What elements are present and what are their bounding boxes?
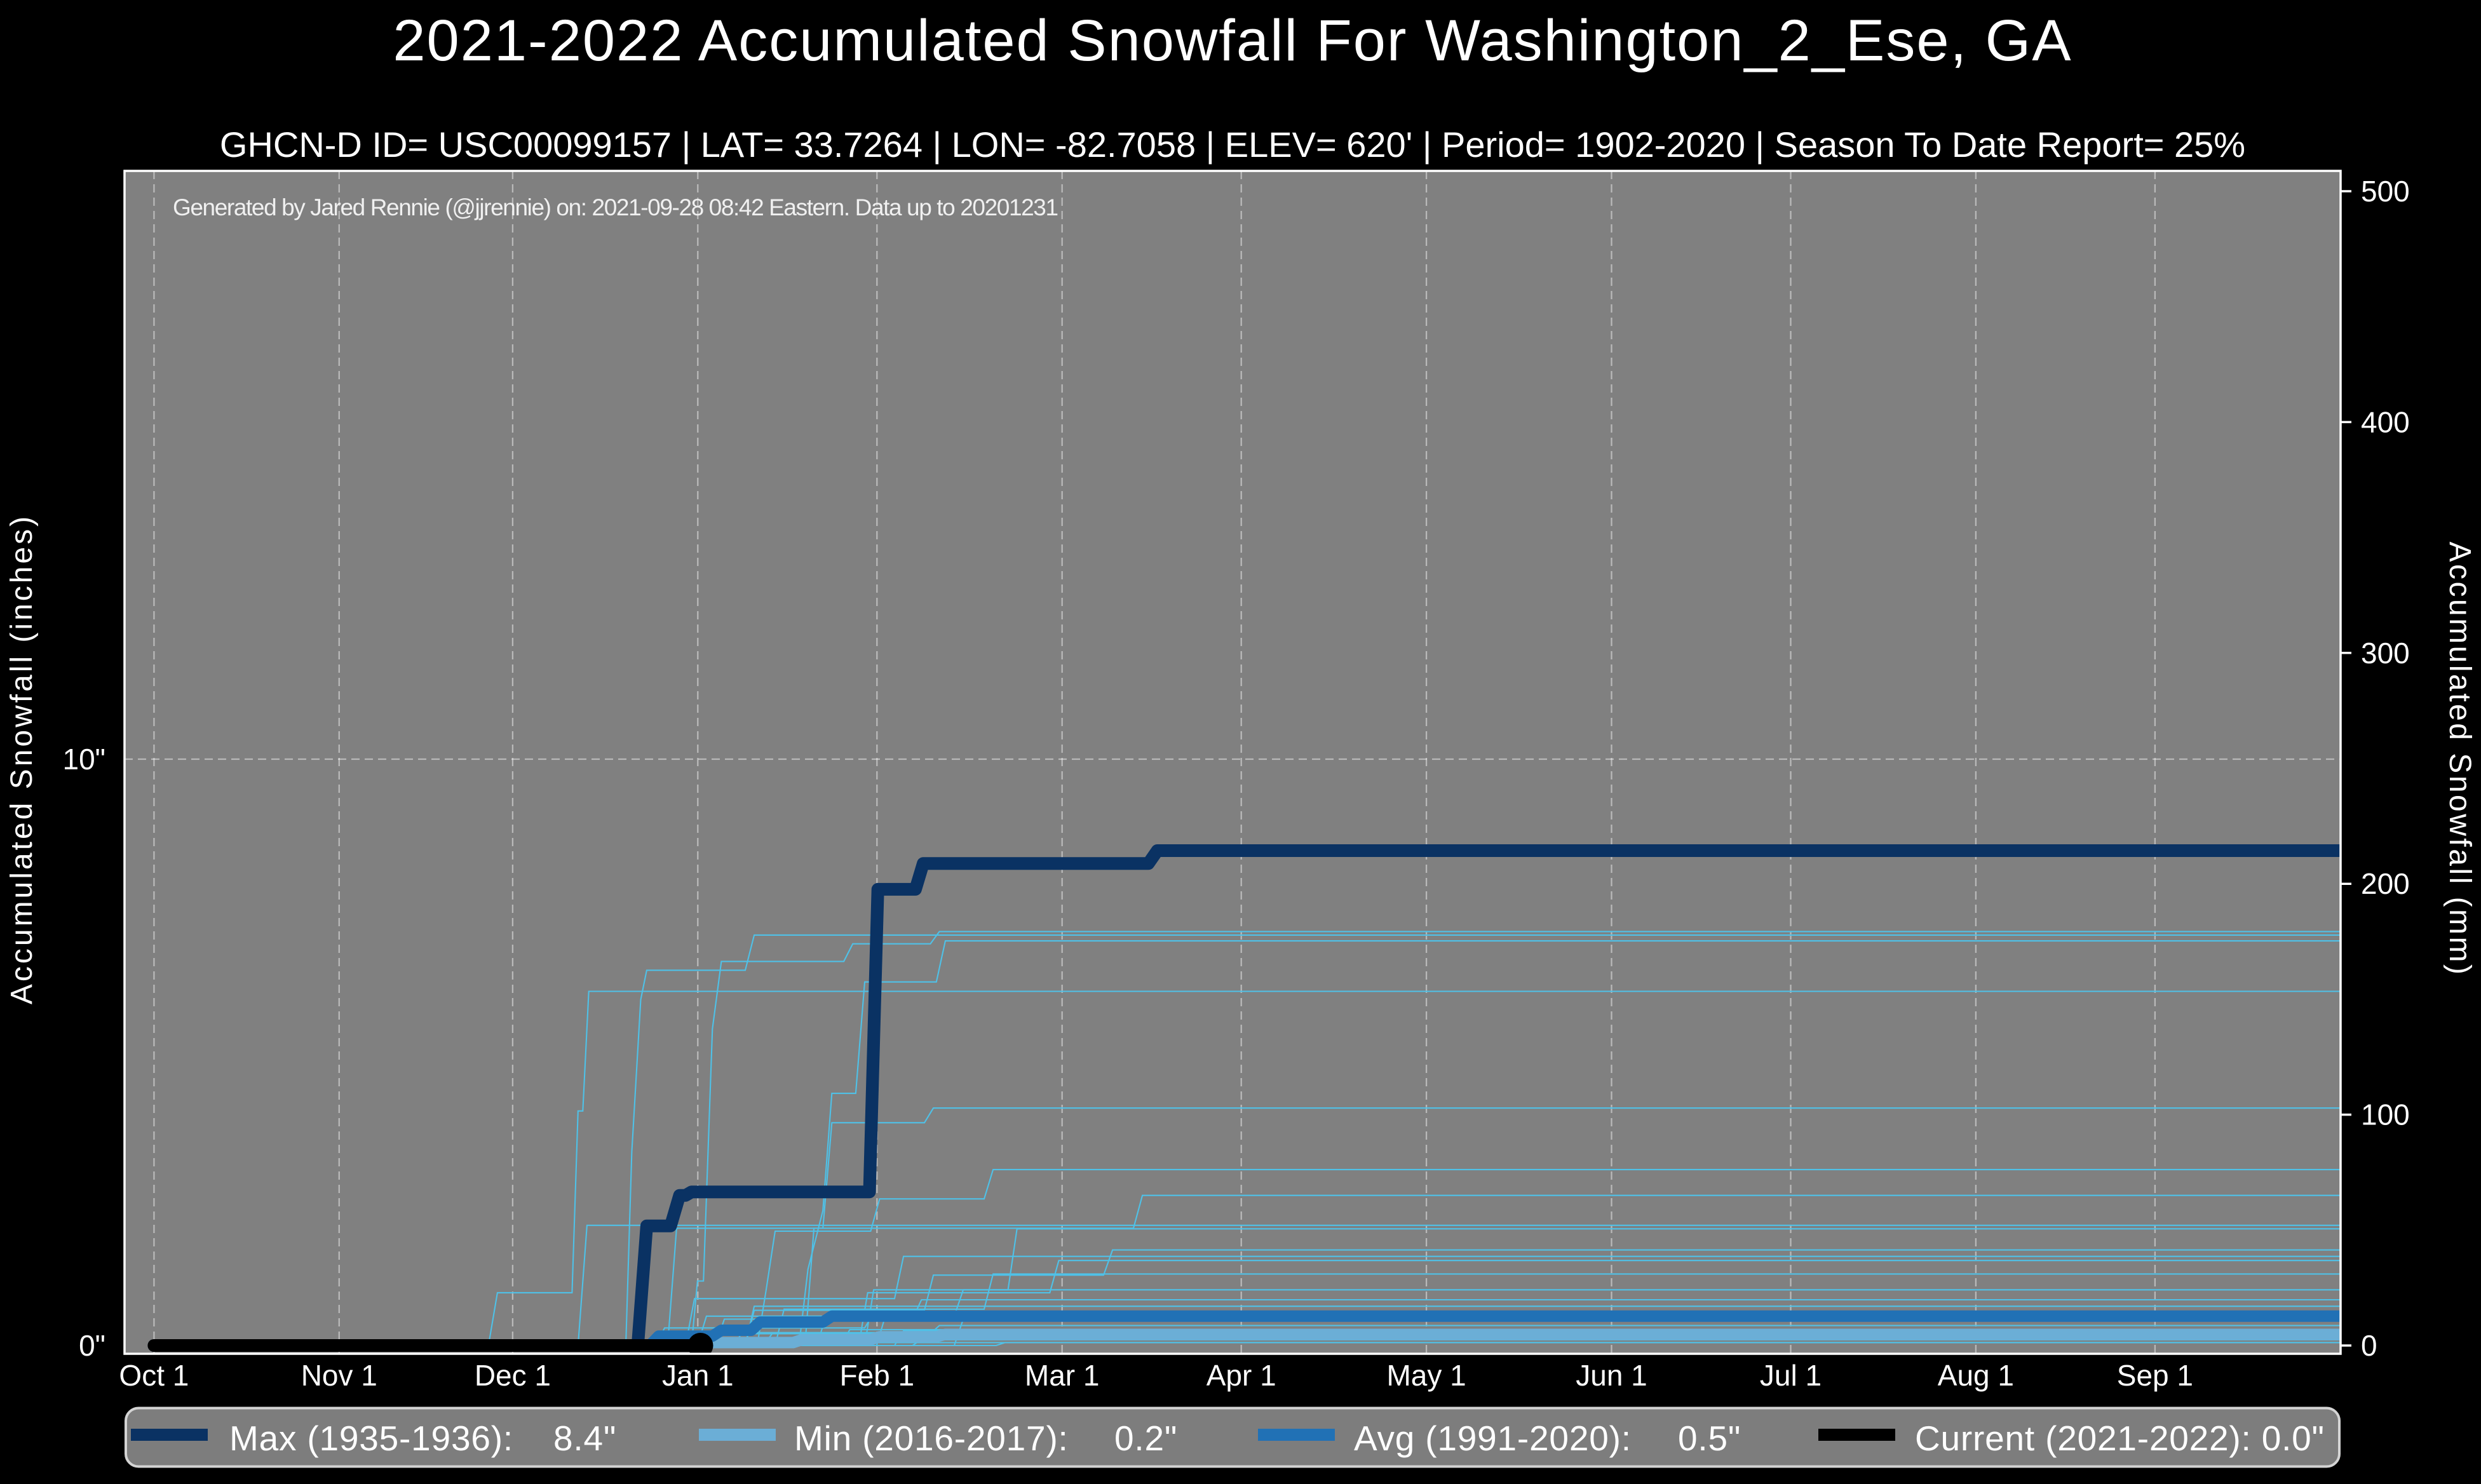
- svg-text:Jun 1: Jun 1: [1576, 1359, 1647, 1392]
- svg-text:Generated by Jared Rennie (@jj: Generated by Jared Rennie (@jjrennie) on…: [173, 194, 1058, 220]
- svg-text:Accumulated Snowfall (mm): Accumulated Snowfall (mm): [2443, 541, 2477, 976]
- svg-text:Sep 1: Sep 1: [2117, 1359, 2193, 1392]
- svg-text:Max (1935-1936):: Max (1935-1936):: [229, 1419, 513, 1458]
- svg-text:Accumulated Snowfall (inches): Accumulated Snowfall (inches): [5, 514, 39, 1004]
- svg-text:Aug 1: Aug 1: [1938, 1359, 2014, 1392]
- svg-text:Apr 1: Apr 1: [1207, 1359, 1276, 1392]
- svg-text:Oct 1: Oct 1: [119, 1359, 189, 1392]
- svg-text:Dec 1: Dec 1: [475, 1359, 551, 1392]
- svg-text:0": 0": [79, 1329, 105, 1362]
- svg-text:500: 500: [2361, 175, 2410, 208]
- svg-text:10": 10": [63, 743, 106, 776]
- svg-text:Min (2016-2017):: Min (2016-2017):: [794, 1419, 1069, 1458]
- svg-text:Avg (1991-2020):: Avg (1991-2020):: [1354, 1419, 1632, 1458]
- svg-text:Jan 1: Jan 1: [662, 1359, 734, 1392]
- svg-text:200: 200: [2361, 867, 2410, 900]
- svg-text:0: 0: [2361, 1329, 2377, 1362]
- svg-text:GHCN-D ID= USC00099157 | LAT=: GHCN-D ID= USC00099157 | LAT= 33.7264 | …: [220, 125, 2245, 165]
- svg-text:0.5": 0.5": [1678, 1419, 1741, 1458]
- svg-text:0.2": 0.2": [1114, 1419, 1177, 1458]
- svg-text:May 1: May 1: [1386, 1359, 1466, 1392]
- svg-text:8.4": 8.4": [553, 1419, 616, 1458]
- svg-text:Current (2021-2022): 0.0": Current (2021-2022): 0.0": [1915, 1419, 2325, 1458]
- svg-text:2021-2022 Accumulated Snowfall: 2021-2022 Accumulated Snowfall For Washi…: [393, 8, 2072, 73]
- svg-text:400: 400: [2361, 405, 2410, 438]
- svg-text:300: 300: [2361, 637, 2410, 670]
- svg-text:Feb 1: Feb 1: [839, 1359, 914, 1392]
- svg-text:100: 100: [2361, 1098, 2410, 1131]
- svg-text:Nov 1: Nov 1: [301, 1359, 377, 1392]
- svg-text:Jul 1: Jul 1: [1760, 1359, 1822, 1392]
- svg-text:Mar 1: Mar 1: [1025, 1359, 1100, 1392]
